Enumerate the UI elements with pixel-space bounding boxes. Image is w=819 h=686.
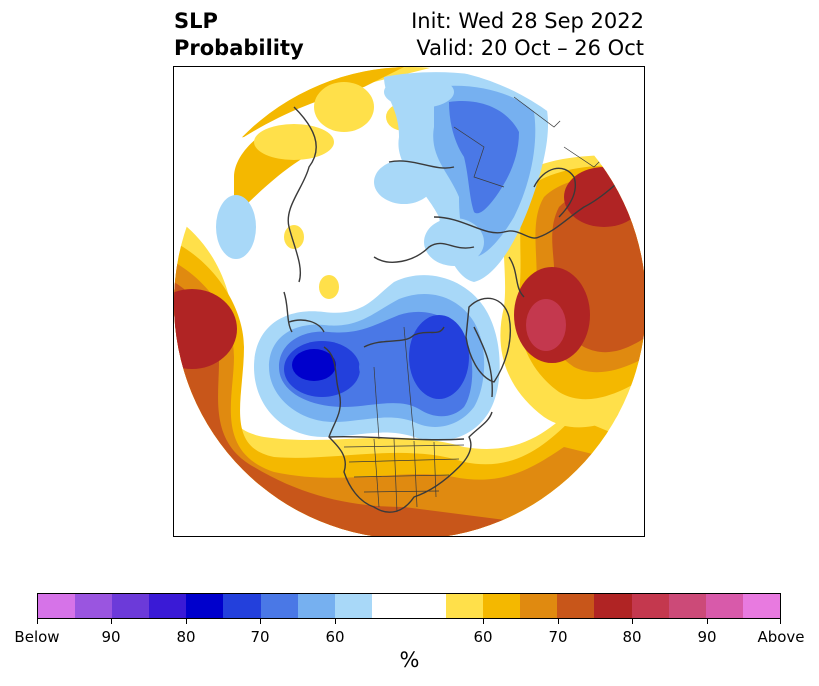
- colorbar-cell: [742, 594, 780, 618]
- colorbar-tick: [707, 619, 708, 624]
- colorbar-cell: [408, 594, 447, 618]
- init-date: Init: Wed 28 Sep 2022: [411, 9, 644, 33]
- colorbar-cell: [668, 594, 706, 618]
- colorbar-cell: [483, 594, 521, 618]
- colorbar-tick-label: 90: [101, 628, 121, 646]
- colorbar-tick: [780, 619, 781, 624]
- colorbar: [37, 593, 781, 619]
- colorbar-ticks: Below 90 80 70 60 60 70 80 90 Above: [14, 619, 805, 649]
- eurasia-below-anomaly: [374, 72, 549, 283]
- title-right: Init: Wed 28 Sep 2022 Valid: 20 Oct – 26…: [411, 8, 644, 62]
- atlantic-europe-above-anomaly: [500, 155, 644, 428]
- valid-range: Valid: 20 Oct – 26 Oct: [416, 36, 644, 60]
- colorbar-cell: [297, 594, 335, 618]
- colorbar-tick: [632, 619, 633, 624]
- colorbar-tick: [186, 619, 187, 624]
- colorbar-tick-label: 70: [250, 628, 270, 646]
- colorbar-tick-label: 80: [176, 628, 196, 646]
- probability-map-svg: [174, 67, 644, 536]
- colorbar-tick: [37, 619, 38, 624]
- shaded-field: [174, 67, 644, 536]
- colorbar-cell: [446, 594, 484, 618]
- colorbar-cell: [705, 594, 743, 618]
- polar-map: [173, 66, 645, 537]
- title-product: Probability: [174, 36, 304, 60]
- colorbar-tick: [335, 619, 336, 624]
- colorbar-tick: [483, 619, 484, 624]
- colorbar-cell: [594, 594, 632, 618]
- colorbar-cell: [149, 594, 187, 618]
- colorbar-cell: [371, 594, 409, 618]
- colorbar-cell: [223, 594, 261, 618]
- title-variable: SLP: [174, 9, 218, 33]
- colorbar-tick-label: 80: [622, 628, 642, 646]
- north-america-arctic-below-anomaly: [254, 275, 500, 441]
- coastlines: [283, 106, 640, 513]
- colorbar-tick-label: 90: [697, 628, 717, 646]
- colorbar-cell: [260, 594, 298, 618]
- title-left: SLP Probability: [174, 8, 304, 62]
- colorbar-tick: [260, 619, 261, 624]
- colorbar-tick: [111, 619, 112, 624]
- colorbar-tick-label: 60: [325, 628, 345, 646]
- colorbar-cell: [631, 594, 669, 618]
- colorbar-cell: [520, 594, 558, 618]
- colorbar-cell: [334, 594, 372, 618]
- colorbar-cell: [112, 594, 150, 618]
- colorbar-tick-label: 70: [548, 628, 568, 646]
- colorbar-cell: [186, 594, 224, 618]
- central-pacific-below-patch: [216, 195, 256, 259]
- colorbar-tick-label: Above: [757, 628, 805, 646]
- colorbar-cell: [557, 594, 595, 618]
- colorbar-tick: [558, 619, 559, 624]
- colorbar-unit: %: [399, 648, 420, 672]
- colorbar-tick-label: 60: [473, 628, 493, 646]
- colorbar-cell: [75, 594, 113, 618]
- colorbar-tick-label: Below: [14, 628, 60, 646]
- colorbar-cell: [38, 594, 76, 618]
